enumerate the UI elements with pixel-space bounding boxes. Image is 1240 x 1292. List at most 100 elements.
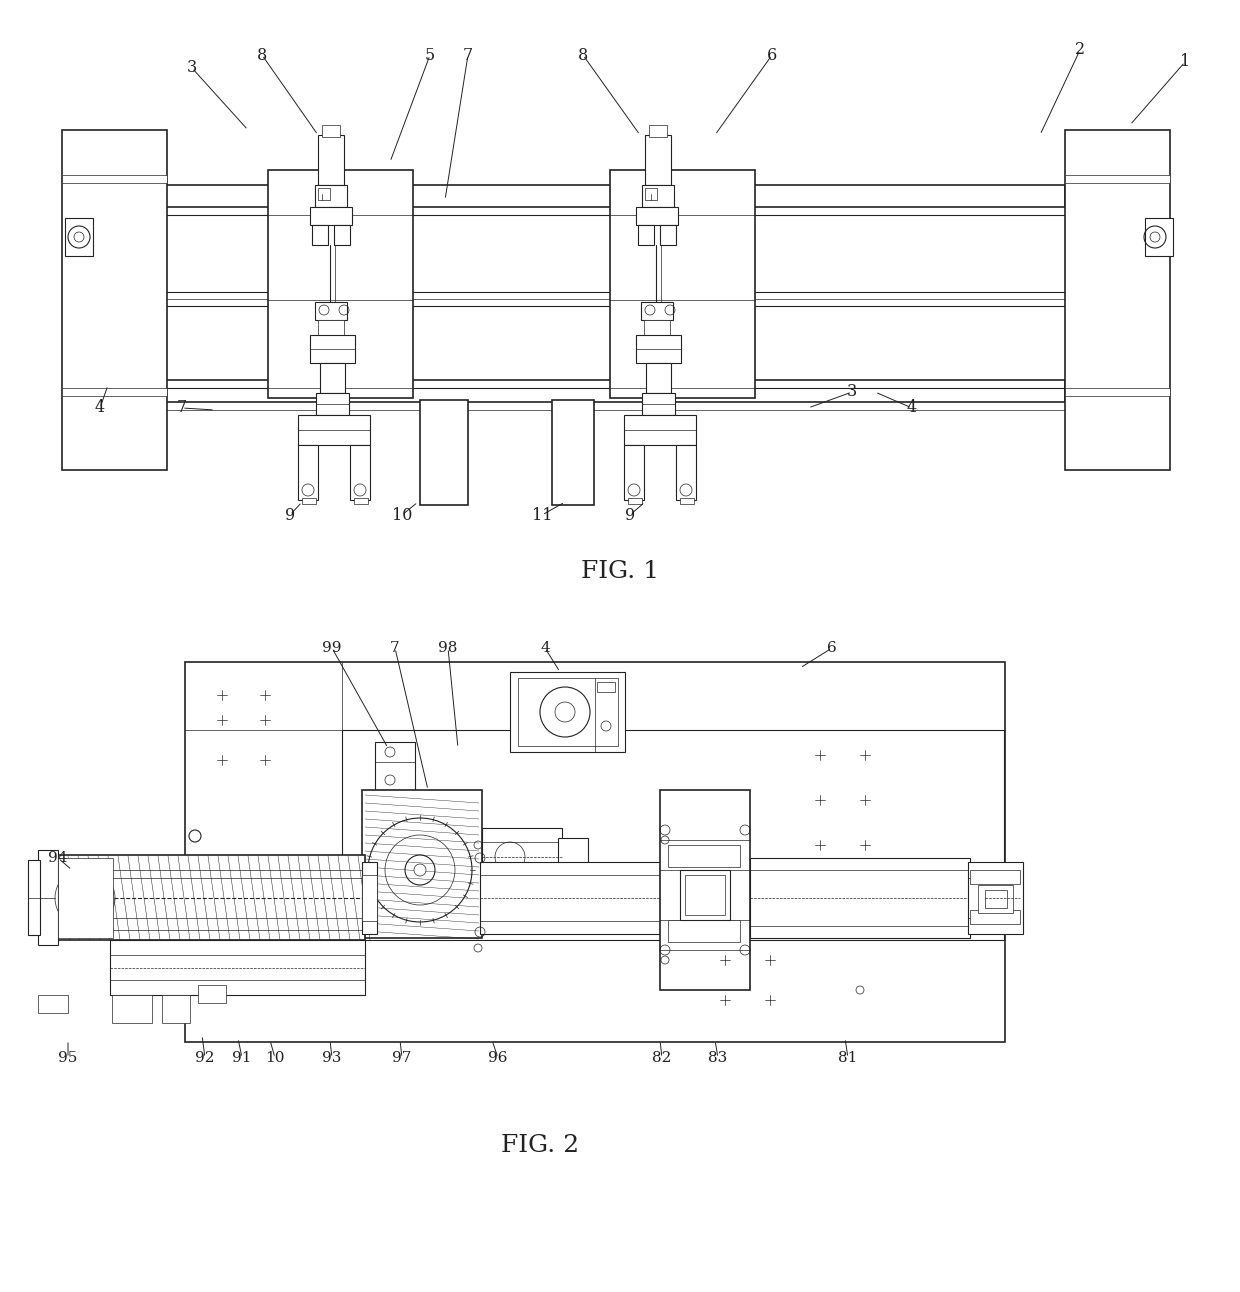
Text: 98: 98	[438, 641, 458, 655]
Bar	[317, 189, 330, 200]
Bar	[642, 185, 675, 207]
Bar	[155, 380, 1065, 402]
Bar	[62, 130, 167, 470]
Bar	[155, 402, 1065, 410]
Text: 3: 3	[187, 59, 197, 76]
Bar	[162, 995, 190, 1023]
Bar	[552, 401, 594, 505]
Text: 4: 4	[95, 399, 105, 416]
Text: 11: 11	[532, 506, 552, 523]
Circle shape	[414, 864, 427, 876]
Text: 10: 10	[265, 1050, 285, 1065]
Bar	[342, 730, 1004, 941]
Bar	[676, 444, 696, 500]
Bar	[680, 870, 730, 920]
Bar	[518, 678, 618, 745]
Text: 81: 81	[838, 1050, 858, 1065]
Text: 4: 4	[541, 641, 549, 655]
Bar	[985, 890, 1007, 908]
Bar	[58, 858, 113, 938]
Text: 82: 82	[652, 1050, 672, 1065]
Bar	[646, 363, 671, 393]
Bar	[970, 870, 1021, 884]
Bar	[317, 320, 343, 335]
Bar	[1065, 130, 1171, 470]
Bar	[482, 828, 562, 886]
Bar	[334, 225, 350, 245]
Bar	[649, 125, 667, 137]
Bar	[1145, 218, 1173, 256]
Bar	[624, 444, 644, 500]
Bar	[62, 388, 167, 397]
Text: 6: 6	[827, 641, 837, 655]
Bar	[970, 910, 1021, 924]
Text: 8: 8	[257, 47, 267, 63]
Bar	[668, 920, 740, 942]
Text: 93: 93	[322, 1050, 342, 1065]
Bar	[362, 862, 377, 934]
Bar	[155, 292, 1065, 306]
Bar	[480, 862, 660, 934]
Bar	[64, 218, 93, 256]
Bar	[353, 497, 368, 504]
Bar	[610, 171, 755, 398]
Bar	[110, 941, 365, 995]
Bar	[644, 320, 670, 335]
Text: 3: 3	[847, 384, 857, 401]
Bar	[112, 995, 153, 1023]
Bar	[362, 789, 482, 938]
Text: 92: 92	[195, 1050, 215, 1065]
Text: 9: 9	[625, 506, 635, 523]
Bar	[639, 225, 653, 245]
Text: 94: 94	[48, 851, 68, 866]
Text: 97: 97	[392, 1050, 412, 1065]
Bar	[636, 335, 681, 363]
Bar	[645, 134, 671, 185]
Text: 4: 4	[906, 399, 918, 416]
Text: 7: 7	[463, 47, 474, 63]
Text: 96: 96	[489, 1050, 507, 1065]
Bar	[1065, 174, 1171, 183]
Bar	[315, 185, 347, 207]
Bar	[198, 985, 226, 1003]
Text: FIG. 1: FIG. 1	[582, 561, 658, 584]
Bar	[641, 302, 673, 320]
Bar	[660, 225, 676, 245]
Bar	[645, 189, 657, 200]
Bar	[298, 444, 317, 500]
Bar	[968, 862, 1023, 934]
Bar	[660, 789, 750, 990]
Text: 6: 6	[766, 47, 777, 63]
Bar	[322, 125, 340, 137]
Bar	[680, 497, 694, 504]
Bar	[627, 497, 642, 504]
Bar	[636, 207, 678, 225]
Bar	[317, 134, 343, 185]
Bar	[315, 302, 347, 320]
Bar	[320, 363, 345, 393]
Text: 7: 7	[177, 399, 187, 416]
Bar	[374, 742, 415, 789]
Bar	[510, 672, 625, 752]
Bar	[362, 875, 377, 921]
Bar	[303, 497, 316, 504]
Text: 7: 7	[391, 641, 399, 655]
Text: 91: 91	[232, 1050, 252, 1065]
Bar	[750, 858, 970, 938]
Text: FIG. 2: FIG. 2	[501, 1133, 579, 1156]
Text: 95: 95	[58, 1050, 78, 1065]
Bar	[316, 393, 348, 415]
Bar	[312, 225, 329, 245]
Bar	[298, 415, 370, 444]
Bar	[155, 185, 1065, 207]
Text: 10: 10	[392, 506, 412, 523]
Bar	[29, 860, 40, 935]
Bar	[668, 845, 740, 867]
Bar	[1065, 388, 1171, 397]
Text: 83: 83	[708, 1050, 728, 1065]
Bar	[55, 855, 365, 941]
Bar	[310, 207, 352, 225]
Bar	[558, 839, 588, 876]
Text: 1: 1	[1180, 53, 1190, 71]
Bar	[62, 174, 167, 183]
